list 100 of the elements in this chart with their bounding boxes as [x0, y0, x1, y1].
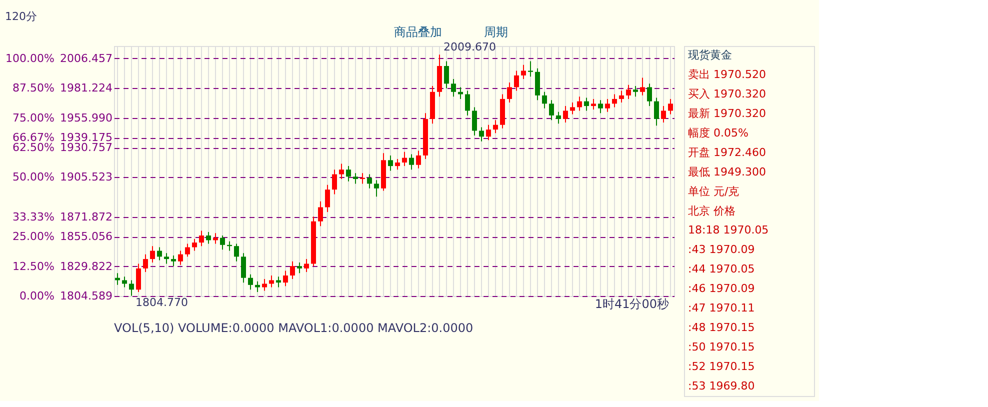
text: :52 1970.15 — [688, 360, 755, 373]
text: 商品叠加 — [394, 25, 442, 39]
candlestick — [416, 150, 421, 169]
candlestick — [178, 250, 183, 266]
candlestick — [283, 270, 288, 287]
text: 18:18 1970.05 — [688, 224, 769, 237]
annotation: 2009.670 — [444, 40, 496, 54]
candlestick — [367, 174, 372, 189]
text: 幅度 0.05% — [688, 126, 748, 140]
y2-tick-label: 75.00% — [12, 111, 54, 124]
y-tick-label: 1804.589 — [60, 290, 112, 302]
y-tick-label: 1855.056 — [60, 230, 112, 244]
candlestick — [248, 274, 253, 290]
candlestick — [542, 91, 547, 109]
text: :47 1970.11 — [688, 302, 755, 314]
candlestick — [640, 77, 645, 96]
text: :46 1970.09 — [688, 282, 755, 296]
candlestick — [122, 276, 127, 288]
candlestick — [353, 172, 358, 184]
y2-tick-label: 62.50% — [12, 141, 54, 154]
y2-tick-label: 100.00% — [6, 52, 54, 65]
candlestick — [164, 252, 169, 264]
candlestick — [185, 243, 190, 258]
candlestick — [325, 184, 330, 212]
candlestick — [297, 262, 302, 274]
candlestick — [192, 238, 197, 252]
candlestick — [619, 90, 624, 103]
candlestick — [374, 180, 379, 198]
text: 开盘 1972.460 — [688, 146, 766, 159]
y2-tick-label: 87.50% — [12, 82, 54, 95]
candlestick — [346, 166, 351, 182]
text: :44 1970.05 — [688, 262, 755, 276]
candlestick — [598, 100, 603, 114]
candlestick — [157, 246, 162, 261]
text: 1时41分00秒 — [594, 297, 669, 311]
text: 单位 元/克 — [688, 184, 740, 198]
text: 周期 — [484, 25, 508, 39]
candlestick — [220, 234, 225, 250]
candlestick — [388, 154, 393, 172]
candlestick — [199, 230, 204, 247]
candlestick — [549, 100, 554, 121]
text: :53 1969.80 — [688, 379, 755, 392]
candlestick — [206, 231, 211, 244]
candlestick — [507, 82, 512, 103]
candlestick — [577, 96, 582, 112]
y-tick-label: 2006.457 — [60, 52, 112, 65]
text: :43 1970.09 — [688, 243, 755, 256]
candlestick — [332, 169, 337, 195]
candlestick — [318, 200, 323, 227]
candlestick — [612, 94, 617, 108]
candlestick — [304, 258, 309, 272]
text: 最新 1970.320 — [688, 107, 766, 120]
text: 最低 1949.300 — [688, 165, 766, 178]
candlestick — [570, 102, 575, 115]
text: VOL(5,10) VOLUME:0.0000 MAVOL1:0.0000 MAVOL2:0.0000 — [114, 321, 474, 335]
candlestick — [444, 60, 449, 89]
candlestick — [269, 275, 274, 288]
candlestick — [171, 255, 176, 267]
candlestick — [276, 276, 281, 288]
candlestick — [521, 64, 526, 80]
text: :48 1970.15 — [688, 320, 755, 334]
candlestick — [143, 254, 148, 272]
text: 买入 1970.320 — [688, 88, 766, 101]
y-tick-label: 1871.872 — [60, 210, 112, 224]
candlestick — [465, 90, 470, 116]
candlestick — [339, 163, 344, 180]
candlestick — [528, 60, 533, 78]
candlestick — [486, 124, 491, 141]
y-tick-label: 1955.990 — [60, 111, 112, 124]
y2-tick-label: 25.00% — [12, 230, 54, 244]
candlestick — [556, 111, 561, 124]
candlestick — [129, 280, 134, 296]
candlestick — [591, 98, 596, 110]
text: 卖出 1970.520 — [688, 68, 766, 82]
candlestick — [472, 106, 477, 136]
candlestick — [255, 280, 260, 292]
text: 北京 价格 — [688, 204, 736, 218]
candlestick — [633, 86, 638, 98]
y2-tick-label: 0.00% — [20, 290, 54, 302]
candlestick — [584, 97, 589, 112]
candlestick — [262, 278, 267, 292]
candlestick — [563, 106, 568, 124]
candlestick — [668, 98, 673, 115]
candlestick — [605, 98, 610, 112]
candlestick — [451, 78, 456, 98]
annotation: 1804.770 — [136, 296, 188, 309]
candlestick — [535, 68, 540, 101]
candlestick — [402, 151, 407, 167]
candlestick — [136, 263, 141, 292]
candlestick — [395, 158, 400, 170]
text: :50 1970.15 — [688, 340, 755, 354]
candlestick — [290, 260, 295, 280]
y2-tick-label: 12.50% — [12, 260, 54, 273]
text: 现货黄金 — [688, 48, 732, 62]
candlestick — [241, 252, 246, 284]
candlestick — [458, 86, 463, 100]
candlestick — [514, 70, 519, 92]
candlestick — [647, 83, 652, 107]
candlestick — [234, 243, 239, 262]
y-tick-label: 1930.757 — [60, 141, 112, 154]
